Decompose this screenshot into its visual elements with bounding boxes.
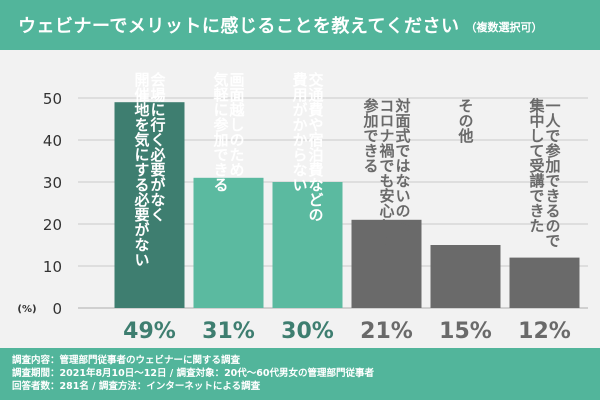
bar: [430, 245, 501, 308]
y-tick-label: 30: [43, 174, 62, 192]
category-label: 開催地を気にする必要がない: [133, 72, 151, 267]
y-tick-label: 0: [52, 300, 62, 318]
bar: [509, 257, 580, 308]
value-label: 12%: [518, 319, 571, 344]
value-label: 15%: [439, 319, 492, 344]
chart-title: ウェビナーでメリットに感じることを教えてください: [18, 16, 460, 37]
survey-footer: 調査内容：管理部門従事者のウェビナーに関する調査 調査期間：2021年8月10日…: [0, 348, 600, 400]
survey-content: 調査内容：管理部門従事者のウェビナーに関する調査: [12, 355, 241, 366]
category-label: 画面越しのため: [228, 72, 246, 177]
value-label: 31%: [202, 319, 255, 344]
header-bar: ウェビナーでメリットに感じることを教えてください （複数選択可）: [0, 0, 600, 50]
category-label: コロナ禍でも安心して: [378, 98, 396, 248]
y-tick-label: 50: [43, 90, 62, 108]
bar: [272, 182, 343, 308]
bar: [193, 177, 264, 308]
category-label: 一人で参加できるので: [544, 98, 562, 248]
category-label: 集中して受講できた: [528, 97, 546, 233]
category-label: 対面式ではないので: [394, 97, 412, 233]
category-label: 費用がかからない: [291, 71, 309, 192]
category-label: 会場に行く必要がなく: [149, 71, 167, 222]
category-label: 参加できる: [362, 97, 380, 173]
y-tick-label: 20: [43, 216, 62, 234]
bar: [351, 219, 422, 308]
value-label: 21%: [360, 319, 413, 344]
chart-subtitle: （複数選択可）: [465, 21, 543, 34]
category-label: 交通費や宿泊費などの: [307, 71, 325, 222]
value-label: 49%: [123, 319, 176, 344]
category-label: 気軽に参加できる: [212, 71, 230, 192]
y-tick-label: 40: [43, 132, 62, 150]
y-tick-label: 10: [43, 258, 62, 276]
y-unit-label: (%): [17, 304, 36, 315]
value-label: 30%: [281, 319, 334, 344]
survey-period: 調査期間：2021年8月10日〜12日 / 調査対象：20代〜60代男女の管理部…: [12, 368, 375, 379]
survey-respondents: 回答者数：281名 / 調査方法：インターネットによる調査: [12, 381, 261, 392]
category-label: その他: [457, 98, 475, 144]
bar: [114, 102, 185, 308]
